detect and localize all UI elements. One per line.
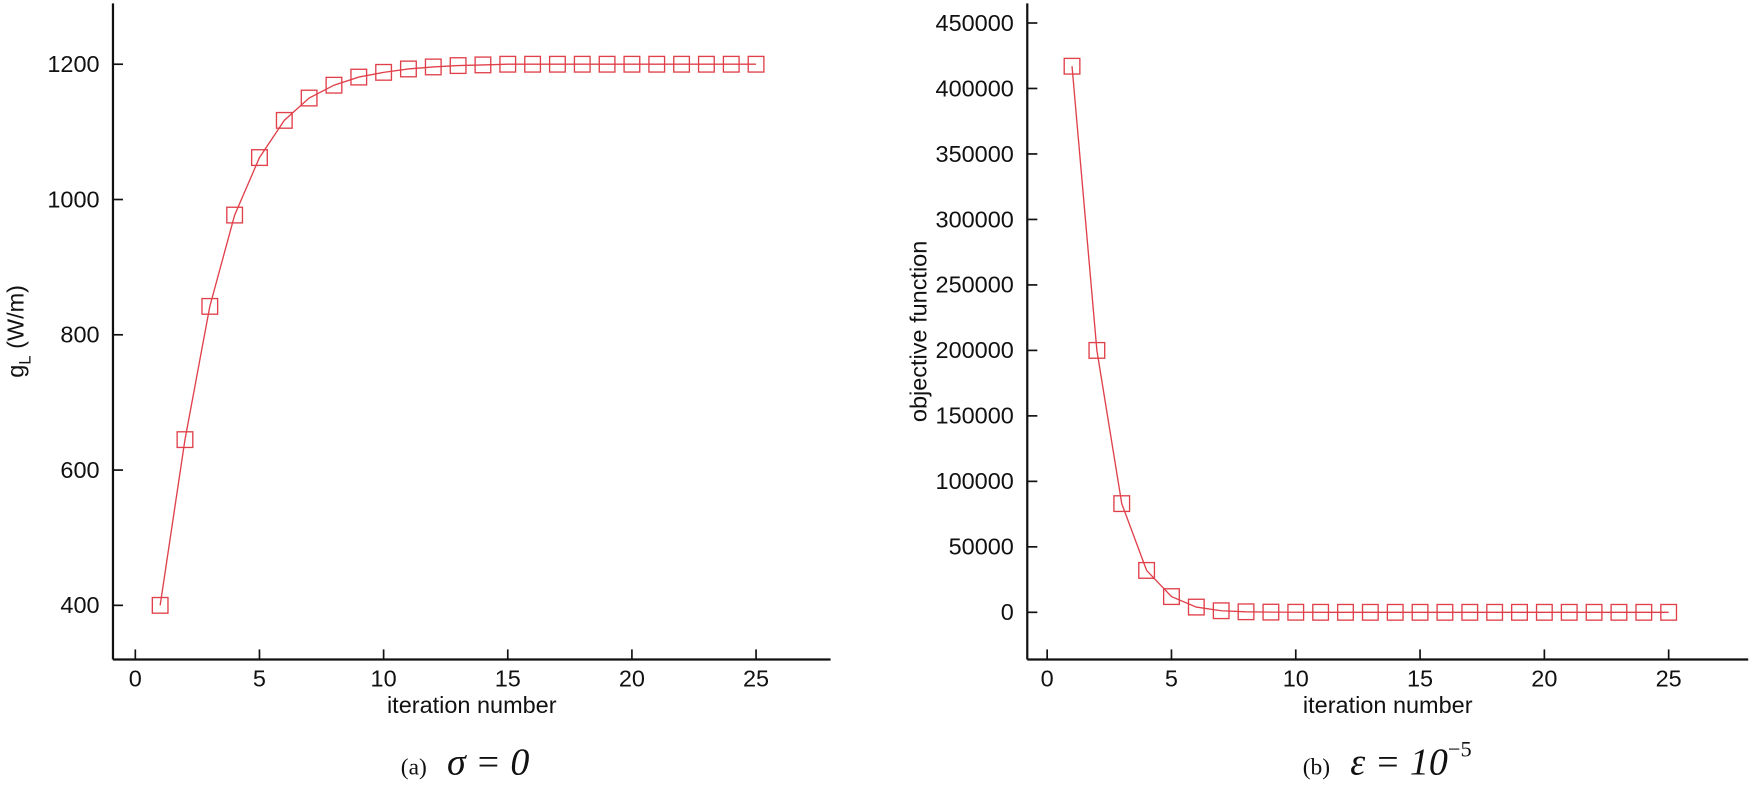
marker xyxy=(1336,603,1354,621)
y-tick-label: 1000 xyxy=(47,186,99,212)
marker xyxy=(151,596,169,614)
series-line xyxy=(1071,66,1669,613)
x-tick-label: 25 xyxy=(1656,665,1682,691)
marker xyxy=(1312,603,1330,621)
marker xyxy=(1063,57,1081,75)
marker xyxy=(250,149,268,167)
marker xyxy=(1138,561,1156,579)
x-tick-label: 5 xyxy=(253,665,266,691)
marker xyxy=(474,56,492,74)
marker xyxy=(548,55,566,73)
marker xyxy=(1436,603,1454,621)
marker xyxy=(722,55,740,73)
y-tick-label: 1200 xyxy=(47,51,99,77)
y-tick-label: 800 xyxy=(60,322,99,348)
x-tick-label: 25 xyxy=(743,665,769,691)
y-tick-label: 600 xyxy=(60,457,99,483)
marker xyxy=(1287,603,1305,621)
y-axis-title-subscript: L xyxy=(15,355,34,364)
marker xyxy=(598,55,616,73)
caption-superscript: −5 xyxy=(1448,737,1472,762)
y-tick-label: 450000 xyxy=(936,10,1014,36)
x-tick-label: 15 xyxy=(1407,665,1433,691)
caption: (a) σ = 0 xyxy=(401,742,530,784)
y-tick-label: 400 xyxy=(60,592,99,618)
x-tick-label: 10 xyxy=(371,665,397,691)
caption-label: (b) xyxy=(1303,755,1330,781)
marker xyxy=(1511,603,1528,621)
marker xyxy=(524,55,542,73)
marker xyxy=(499,55,517,73)
marker xyxy=(648,55,666,73)
marker xyxy=(1386,603,1404,621)
marker xyxy=(1088,341,1106,359)
marker xyxy=(300,89,318,107)
y-tick-label: 150000 xyxy=(936,403,1014,429)
marker xyxy=(399,60,417,78)
y-axis-title-text: g xyxy=(3,365,29,378)
x-tick-label: 10 xyxy=(1283,665,1309,691)
x-tick-label: 15 xyxy=(495,665,521,691)
chart-panel: 400 600 800 1000 1200 0 5 10 15 20 25 iteration num… xyxy=(3,3,831,784)
marker xyxy=(1660,603,1678,621)
marker xyxy=(1162,588,1180,606)
y-tick-label: 0 xyxy=(1001,599,1014,625)
y-tick-label: 400000 xyxy=(936,75,1014,101)
x-axis-title: iteration number xyxy=(1303,692,1473,718)
marker xyxy=(424,58,442,76)
marker xyxy=(1560,603,1578,621)
marker xyxy=(275,111,293,129)
x-tick-label: 20 xyxy=(1531,665,1557,691)
y-axis-title: objective function xyxy=(906,241,932,422)
x-tick-label: 5 xyxy=(1165,665,1178,691)
marker xyxy=(1610,603,1628,621)
marker xyxy=(573,55,591,73)
y-axis-title: gL (W/m) xyxy=(3,285,35,378)
marker xyxy=(226,206,244,224)
marker xyxy=(1237,603,1255,621)
y-axis-title-suffix: (W/m) xyxy=(3,285,29,355)
caption-expression: ε = 10 xyxy=(1350,742,1448,784)
marker xyxy=(375,63,393,81)
marker xyxy=(673,55,691,73)
y-tick-label: 250000 xyxy=(936,272,1014,298)
marker xyxy=(350,68,368,86)
caption-expression: σ = 0 xyxy=(447,742,529,784)
marker xyxy=(325,76,343,94)
y-tick-label: 300000 xyxy=(936,206,1014,232)
marker xyxy=(747,55,765,73)
marker xyxy=(1212,602,1230,620)
marker xyxy=(1187,598,1205,616)
x-tick-label: 0 xyxy=(129,665,142,691)
marker xyxy=(176,431,194,449)
series-line xyxy=(159,63,757,606)
y-axis-title-text: objective function xyxy=(906,241,932,422)
chart-panel: 0 50000 100000 150000 200000 250000 300000 3500… xyxy=(906,3,1749,784)
marker xyxy=(1585,603,1603,621)
marker xyxy=(1635,603,1653,621)
marker xyxy=(449,57,467,75)
marker xyxy=(1535,603,1553,621)
marker xyxy=(201,297,219,315)
y-tick-label: 200000 xyxy=(936,337,1014,363)
y-tick-label: 350000 xyxy=(936,141,1014,167)
x-axis-title: iteration number xyxy=(387,692,557,718)
x-tick-label: 0 xyxy=(1041,665,1054,691)
y-tick-label: 50000 xyxy=(949,534,1014,560)
caption: (b) ε = 10−5 xyxy=(1303,737,1472,784)
marker xyxy=(697,55,715,73)
caption-label: (a) xyxy=(401,755,427,781)
marker xyxy=(1262,603,1280,621)
marker xyxy=(1461,603,1479,621)
y-tick-label: 100000 xyxy=(936,468,1014,494)
marker xyxy=(1486,603,1504,621)
marker xyxy=(1411,603,1429,621)
x-tick-label: 20 xyxy=(619,665,645,691)
marker xyxy=(1113,495,1131,513)
marker xyxy=(1361,603,1379,621)
marker xyxy=(623,55,641,73)
